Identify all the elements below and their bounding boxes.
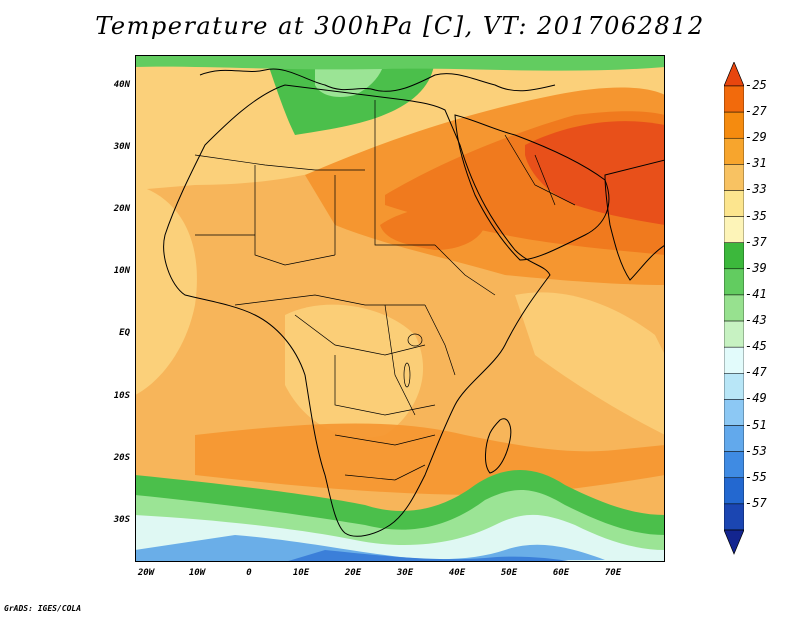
- colorbar-swatch: [724, 320, 744, 348]
- colorbar-swatch: [724, 399, 744, 426]
- colorbar-swatch: [724, 477, 744, 505]
- colorbar-swatch: [724, 503, 744, 531]
- colorbar-label: -43: [745, 313, 767, 328]
- page-title: Temperature at 300hPa [C], VT: 201706281…: [95, 12, 705, 40]
- europe-coastline: [199, 68, 556, 92]
- southern-blue: [135, 535, 605, 562]
- colorbar: [724, 62, 744, 555]
- north-green-strip: [135, 55, 665, 71]
- colorbar-swatch: [724, 373, 744, 400]
- colorbar-label: -53: [745, 443, 767, 458]
- colorbar-label: -29: [745, 130, 767, 145]
- colorbar-swatch: [724, 268, 744, 296]
- indian-ocean-pale: [515, 292, 665, 435]
- colorbar-label: -51: [745, 417, 767, 432]
- country-borders: [194, 100, 576, 481]
- colorbar-swatch: [724, 85, 744, 113]
- colorbar-label: -31: [745, 156, 767, 171]
- lon-label: 40E: [448, 568, 466, 578]
- africa-coastline: [163, 84, 551, 537]
- lon-label: 70E: [604, 568, 622, 578]
- central-pale-region: [285, 304, 424, 438]
- colorbar-swatch: [724, 164, 744, 191]
- colorbar-top-arrow: [724, 62, 744, 87]
- colorbar-swatch: [724, 137, 744, 165]
- temperature-map: [135, 55, 665, 562]
- lat-label: 30N: [113, 142, 130, 152]
- colorbar-label: -41: [745, 286, 767, 301]
- arabia-coastline: [454, 114, 610, 261]
- lon-label: 60E: [552, 568, 570, 578]
- colorbar-label: -57: [745, 495, 767, 510]
- colorbar-swatch: [724, 451, 744, 479]
- colorbar-label: -27: [745, 104, 767, 119]
- colorbar-label: -35: [745, 208, 767, 223]
- colorbar-swatch: [724, 216, 744, 243]
- colorbar-label: -39: [745, 260, 767, 275]
- lon-label: 10E: [292, 568, 310, 578]
- lat-label: 10S: [113, 391, 130, 401]
- lon-label: 50E: [500, 568, 518, 578]
- lat-label: 30S: [113, 515, 130, 525]
- lon-label: 0: [246, 568, 252, 578]
- colorbar-swatch: [724, 190, 744, 217]
- colorbar-label: -25: [745, 78, 767, 92]
- colorbar-swatch: [724, 346, 744, 374]
- colorbar-label: -33: [745, 182, 767, 197]
- colorbar-swatch: [724, 425, 744, 452]
- lake-victoria: [407, 333, 423, 347]
- lat-label: 20S: [113, 453, 130, 463]
- lake-tanganyika: [403, 362, 411, 388]
- colorbar-swatch: [724, 111, 744, 139]
- lon-label: 30E: [396, 568, 414, 578]
- colorbar-label: -45: [745, 339, 767, 354]
- colorbar-label: -49: [745, 391, 767, 406]
- india-coastline: [604, 159, 665, 281]
- colorbar-label: -47: [745, 365, 767, 380]
- west-pale-region: [135, 185, 197, 395]
- southern-deep-blue: [285, 550, 575, 562]
- colorbar-label: -55: [745, 469, 767, 484]
- lon-label: 20E: [344, 568, 362, 578]
- colorbar-swatch: [724, 294, 744, 322]
- red-sudan-patch: [380, 206, 486, 250]
- colorbar-label: -37: [745, 234, 767, 249]
- lat-label: 20N: [113, 204, 130, 214]
- lon-label: 20W: [137, 568, 155, 578]
- sahara-pale-band: [135, 65, 665, 190]
- colorbar-swatch: [724, 242, 744, 270]
- lat-label: 10N: [113, 266, 130, 276]
- lon-label: 10W: [188, 568, 206, 578]
- lat-label: 40N: [113, 80, 130, 90]
- credit-label: GrADS: IGES/COLA: [4, 604, 82, 613]
- madagascar-coastline: [485, 418, 512, 474]
- colorbar-bottom-arrow: [724, 529, 744, 555]
- lat-label: EQ: [119, 328, 130, 338]
